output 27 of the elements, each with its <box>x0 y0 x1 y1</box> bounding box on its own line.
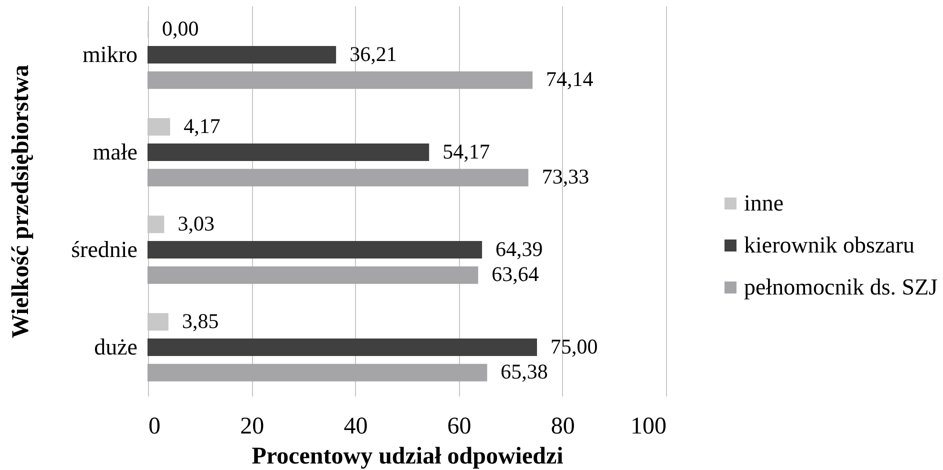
data-label: 36,21 <box>350 42 397 66</box>
y-tick-label: małe <box>92 139 138 164</box>
data-label: 3,03 <box>178 211 214 236</box>
x-tick-label: 60 <box>447 414 472 440</box>
x-tick-label: 80 <box>550 414 575 440</box>
y-tick-label: mikro <box>82 42 138 67</box>
data-label: 65,38 <box>500 360 548 384</box>
legend-label: inne <box>744 190 784 216</box>
data-label: 4,17 <box>184 114 220 138</box>
x-tick-label: 100 <box>630 414 666 440</box>
x-tick-label: 20 <box>240 414 264 440</box>
legend-label: kierownik obszaru <box>744 232 916 258</box>
data-label: 54,17 <box>442 139 490 164</box>
x-tick-label: 40 <box>344 414 368 440</box>
data-label: 3,85 <box>182 308 219 333</box>
data-label: 64,39 <box>496 236 543 261</box>
x-tick-label: 0 <box>148 414 160 440</box>
legend-label: pełnomocnik ds. SZJ <box>744 274 938 300</box>
data-label: 0,00 <box>162 16 199 40</box>
x-axis-title: Procentowy udział odpowiedzi <box>252 444 564 470</box>
y-axis-title: Wielkość przedsiębiorstwa <box>8 64 34 338</box>
data-label: 63,64 <box>492 262 540 286</box>
y-tick-label: średnie <box>71 236 138 262</box>
y-tick-label: duże <box>94 334 138 360</box>
data-label: 74,14 <box>546 67 594 92</box>
data-label: 75,00 <box>550 334 598 358</box>
data-label: 73,33 <box>542 164 590 189</box>
